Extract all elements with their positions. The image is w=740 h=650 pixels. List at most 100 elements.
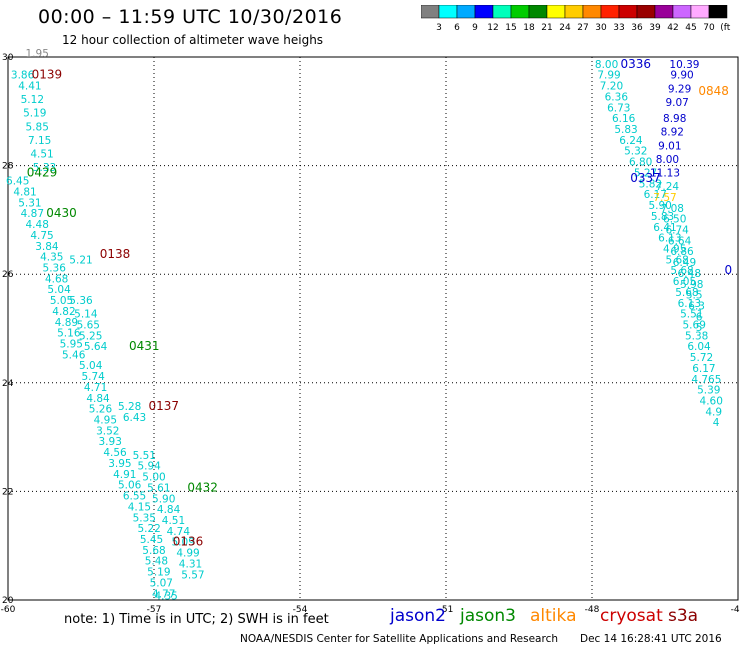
swh-value-label: 5.69 [683,320,706,332]
colorbar-label: 21 [541,23,552,33]
swh-value-label: 5.05 [50,295,73,307]
y-tick-label: 26 [2,270,14,280]
swh-value-label: 5.19 [147,567,170,579]
swh-value-label: 5.14 [74,309,98,321]
pass-time-label: 0432 [187,480,218,494]
swh-value-label: 6.43 [123,412,146,424]
pass-time-label: 0430 [46,206,77,220]
pass-time-label: 0139 [32,68,63,82]
swh-value-label: 5.94 [137,461,161,473]
swh-value-label: 5.31 [18,197,41,209]
swh-value-label: 5.07 [150,577,173,589]
swh-value-label: 6 [696,311,703,323]
swh-value-label: 5.16 [57,328,81,340]
x-tick-label: -45 [731,605,740,615]
swh-value-label: 5.83 [614,124,637,136]
pass-time-label: 9.90 [670,70,693,82]
swh-value-label: 4.74 [167,526,191,538]
swh-value-label: 7.24 [656,181,680,193]
swh-value-label: 4.71 [84,382,107,394]
swh-value-label: 5.38 [685,330,708,342]
swh-value-label: 4.81 [13,186,36,198]
colorbar-label: 33 [613,23,624,33]
swh-value-label: 5.68 [670,265,693,277]
swh-value-label: 5.57 [181,569,204,581]
swh-value-label: 7.57 [653,192,676,204]
colorbar-label: 36 [631,23,643,33]
pass-time-label: 8.92 [661,127,684,139]
swh-value-label: 5.68 [665,254,688,266]
plot-frame [7,56,739,601]
pass-time-label: 0137 [148,399,179,413]
swh-value-label: 3.52 [96,425,119,437]
swh-value-label: 6.13 [678,298,701,310]
swh-value-label: 6.74 [665,224,689,236]
swh-value-label: 5.68 [675,287,698,299]
swh-value-label: 7.15 [28,135,51,147]
swh-value-label: 5.68 [142,545,165,557]
swh-value-label: 4.48 [26,219,49,231]
swh-value-label: 5.36 [43,262,67,274]
swh-value-label: 6.05 [673,276,696,288]
swh-value-label: 6.16 [612,113,636,125]
swh-value-label: 4 [713,417,720,429]
swh-value-label: 4.51 [30,148,53,160]
pass-time-label: 10.39 [669,59,699,71]
colorbar-label: 30 [595,23,607,33]
swh-value-label: 5.26 [89,404,113,416]
swh-value-label: 6.3 [688,300,705,312]
x-tick-label: -54 [293,605,308,615]
swh-value-label: 5.25 [79,330,102,342]
swh-value-label: 4.77 [152,588,175,600]
swh-value-label: 5.09 [172,537,195,549]
pass-time-label: 0138 [100,247,131,261]
x-tick-label: -51 [439,605,454,615]
legend-item-altika: altika [530,606,577,626]
pass-time-label: 0848 [698,84,729,98]
swh-value-label: 5.51 [680,309,703,321]
chart-title: 00:00 – 11:59 UTC 10/30/2016 [38,6,343,28]
pass-time-label: 0337 [630,171,661,185]
swh-value-label: 5.04 [47,284,71,296]
swh-value-label: 7.99 [597,70,620,82]
swh-value-label: 5.90 [152,493,175,505]
colorbar-label: 6 [454,23,460,33]
legend-item-jason2: jason2 [390,606,446,626]
swh-value-label: 5.19 [23,108,46,120]
swh-value-label: 4.765 [691,374,721,386]
swh-value-label: 5.5 [686,290,703,302]
swh-value-label: 4.84 [86,393,110,405]
swh-value-label: 4.82 [52,306,75,318]
y-tick-label: 28 [2,162,14,172]
colorbar-label: 9 [472,23,478,33]
colorbar-swatch [708,5,728,19]
swh-value-label: 4.35 [154,590,177,602]
x-tick-label: -60 [1,605,16,615]
colorbar-label: (ft) [720,23,731,33]
y-tick-label: 22 [2,487,13,497]
y-tick-label: 30 [2,53,14,63]
swh-value-label: 4.95 [94,415,117,427]
swh-value-label: 6.64 [668,235,692,247]
swh-value-label: 5.82 [639,178,662,190]
swh-value-label: 6.24 [619,135,643,147]
swh-value-label: 4.9 [705,406,722,418]
pass-time-label: 8.00 [656,154,679,166]
swh-value-label: 4.84 [157,504,181,516]
legend-item-jason3: jason3 [460,606,516,626]
colorbar-label: 18 [523,23,535,33]
swh-value-label: 6.73 [607,102,630,114]
swh-value-label: 4.15 [128,501,151,513]
colorbar-label: 12 [487,23,498,33]
chart-subtitle: 12 hour collection of altimeter wave hei… [62,33,324,47]
swh-value-label: 5.83 [651,211,674,223]
swh-value-label: 5.21 [69,254,92,266]
swh-value-label: 5.22 [137,523,160,535]
y-tick-label: 24 [2,379,14,389]
swh-value-label: 6.48 [678,268,701,280]
swh-value-label: 5.32 [624,146,647,158]
swh-value-label: 5.98 [680,279,703,291]
swh-value-label: 5.33 [33,162,56,174]
